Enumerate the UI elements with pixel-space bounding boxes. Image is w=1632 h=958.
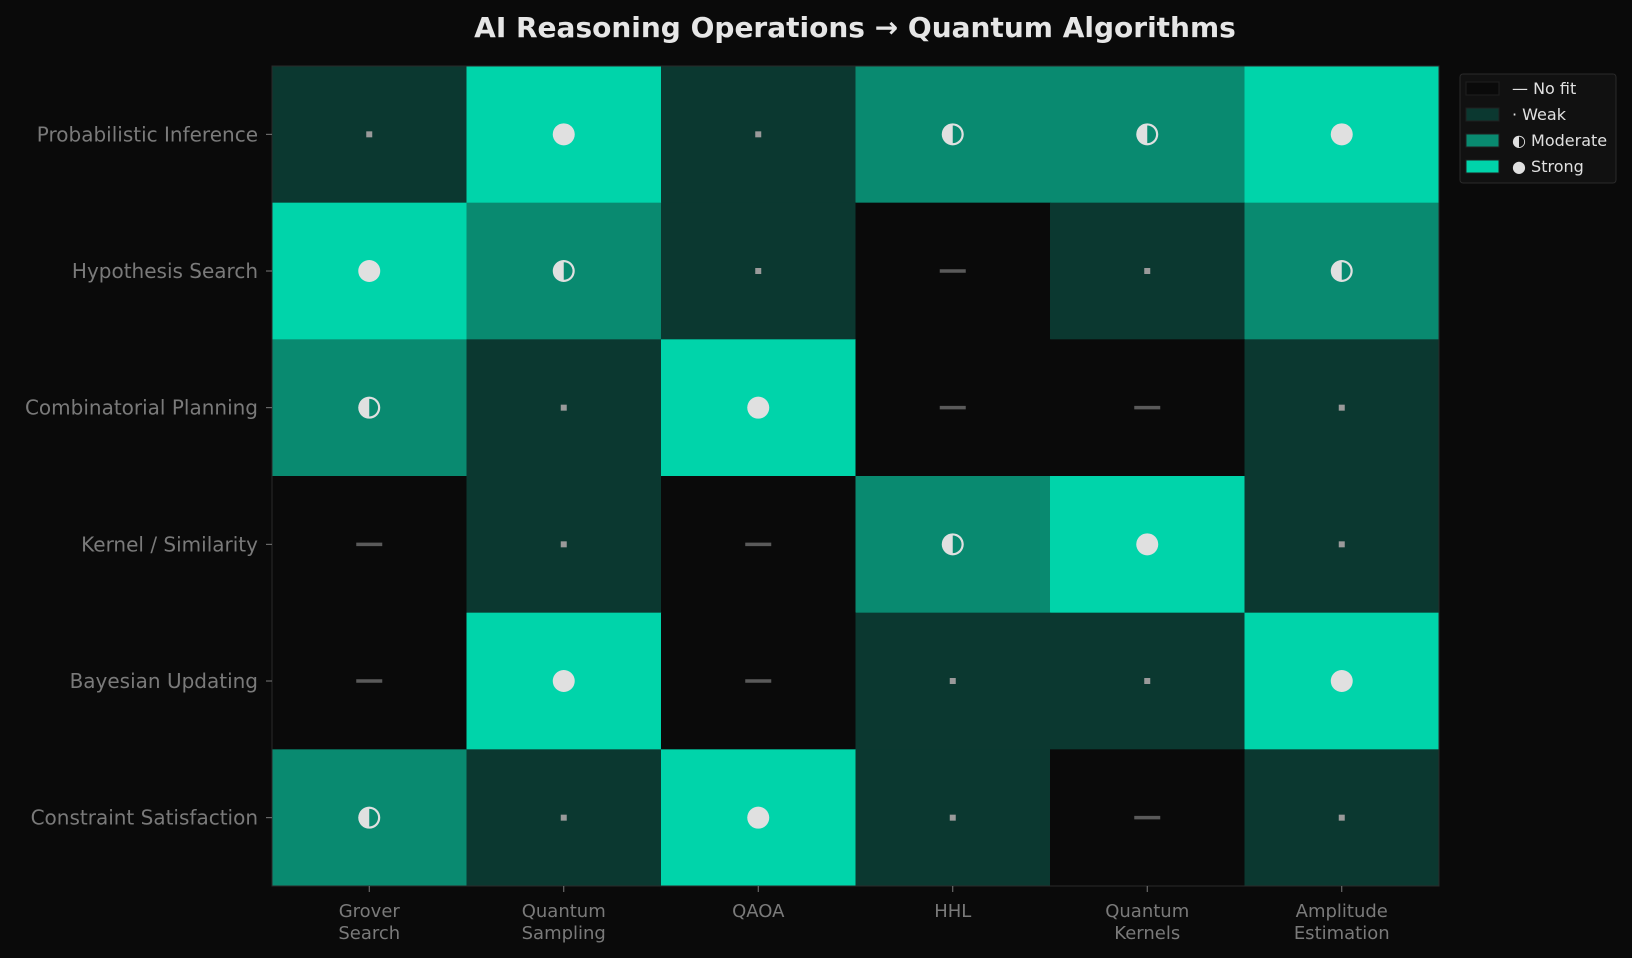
- legend-label: · Weak: [1512, 105, 1567, 124]
- y-tick-label: Constraint Satisfaction: [31, 806, 258, 830]
- cell-r4-c5-full-circle-marker: [1330, 670, 1353, 692]
- legend-box: [1459, 73, 1617, 184]
- heatmap-markers: [356, 123, 1353, 829]
- cell-r4-c4-dot-marker: [1144, 678, 1151, 684]
- legend-swatch: [1465, 107, 1500, 122]
- x-tick-label: QAOA: [732, 901, 785, 922]
- cell-r2-c1-dot-marker: [560, 404, 567, 411]
- cell-r1-c4-dot-marker: [1144, 268, 1151, 274]
- cell-r1-c0-full-circle-marker: [358, 260, 381, 282]
- x-tick-label: HHL: [934, 901, 971, 922]
- y-tick-label: Hypothesis Search: [72, 259, 258, 283]
- legend-swatch: [1465, 159, 1500, 174]
- cell-r5-c0-half-circle-fill: [369, 808, 379, 827]
- y-tick-label: Probabilistic Inference: [37, 122, 258, 146]
- legend-swatch: [1465, 81, 1500, 96]
- cell-r5-c3-dot-marker: [949, 814, 956, 821]
- cell-r0-c1-full-circle-marker: [552, 123, 575, 146]
- legend-label: ◐ Moderate: [1512, 131, 1607, 150]
- x-tick-label: Grover Search: [338, 901, 400, 944]
- cell-r3-c4-full-circle-marker: [1136, 533, 1159, 556]
- plot-frame: [271, 65, 1440, 887]
- chart-title: AI Reasoning Operations → Quantum Algori…: [474, 11, 1236, 44]
- x-axis: Grover Search Quantum Sampling QAOA HHL Quantu…: [338, 886, 1390, 944]
- legend: — No fit · Weak ◐ Moderate ● Strong: [1459, 73, 1617, 184]
- cell-r5-c5-dot-marker: [1338, 814, 1345, 821]
- cell-r4-c3-dot-marker: [949, 678, 956, 684]
- cell-r2-c5-dot-marker: [1338, 404, 1345, 411]
- cell-r3-c3-half-circle-fill: [952, 535, 962, 554]
- cell-r0-c3-half-circle-fill: [952, 125, 962, 144]
- cell-r0-c4-half-circle-fill: [1147, 125, 1157, 144]
- cell-r3-c5-dot-marker: [1338, 541, 1345, 548]
- cell-r5-c1-dot-marker: [560, 814, 567, 821]
- cell-r1-c5-half-circle-fill: [1341, 262, 1351, 280]
- x-tick-label: Quantum Kernels: [1105, 901, 1189, 944]
- legend-swatch: [1465, 133, 1500, 148]
- cell-r0-c2-dot-marker: [755, 131, 762, 138]
- cell-r0-c5-full-circle-marker: [1330, 123, 1353, 146]
- x-tick-label: Quantum Sampling: [522, 901, 606, 944]
- y-tick-label: Combinatorial Planning: [25, 396, 258, 420]
- cell-r3-c1-dot-marker: [560, 541, 567, 548]
- legend-label: ● Strong: [1512, 157, 1584, 176]
- cell-r1-c1-half-circle-fill: [563, 262, 573, 280]
- cell-r2-c2-full-circle-marker: [747, 396, 770, 419]
- cell-r4-c1-full-circle-marker: [552, 670, 575, 692]
- heatmap-cells: [272, 66, 1440, 887]
- y-tick-label: Kernel / Similarity: [81, 532, 258, 556]
- y-axis: Probabilistic Inference Hypothesis Search…: [25, 122, 272, 830]
- y-tick-label: Bayesian Updating: [70, 669, 258, 693]
- cell-r5-c2-full-circle-marker: [747, 806, 770, 829]
- cell-r1-c2-dot-marker: [755, 268, 762, 274]
- legend-label: — No fit: [1512, 79, 1576, 98]
- cell-r0-c0-dot-marker: [366, 131, 373, 138]
- x-tick-label: Amplitude Estimation: [1294, 901, 1390, 944]
- cell-r2-c0-half-circle-fill: [369, 398, 379, 417]
